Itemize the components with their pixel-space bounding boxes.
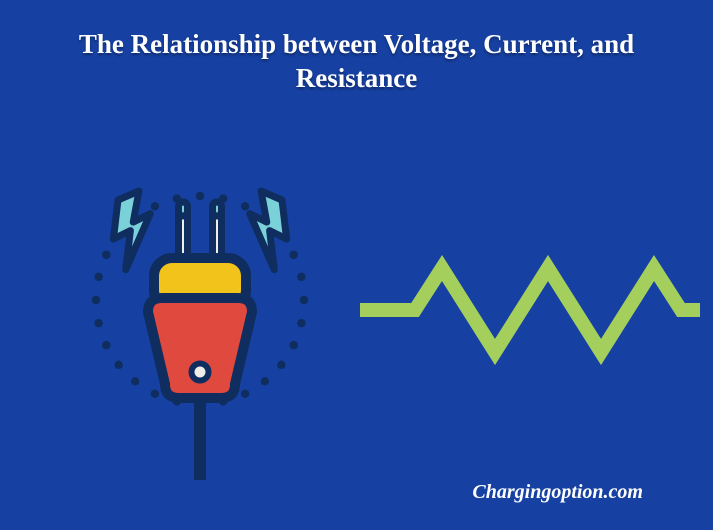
infographic-canvas: The Relationship between Voltage, Curren…	[0, 0, 713, 530]
lightning-bolt-icon	[243, 190, 293, 271]
resistor-symbol	[360, 250, 700, 370]
lightning-bolt-icon	[107, 190, 157, 271]
plug-illustration	[60, 140, 340, 480]
resistor-zigzag-icon	[360, 268, 700, 352]
footer-credit: Chargingoption.com	[472, 481, 643, 504]
ground-pin-icon	[192, 364, 209, 381]
page-title: The Relationship between Voltage, Curren…	[0, 28, 713, 96]
resistor-svg	[360, 250, 700, 370]
plug-prongs	[179, 202, 222, 260]
plug-svg	[60, 140, 340, 480]
